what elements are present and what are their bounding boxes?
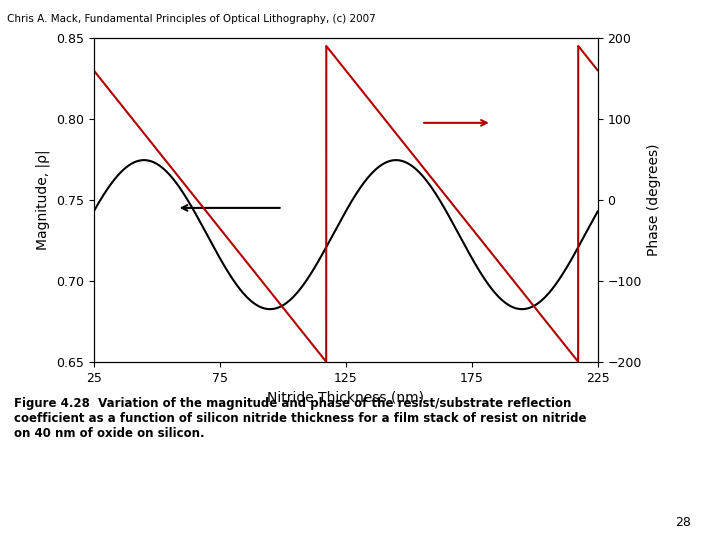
Y-axis label: Magnitude, |ρ|: Magnitude, |ρ| xyxy=(36,150,50,250)
X-axis label: Nitride Thickness (nm): Nitride Thickness (nm) xyxy=(267,390,424,404)
Text: 28: 28 xyxy=(675,516,691,529)
Text: Chris A. Mack, Fundamental Principles of Optical Lithography, (c) 2007: Chris A. Mack, Fundamental Principles of… xyxy=(7,14,376,24)
Text: Figure 4.28  Variation of the magnitude and phase of the resist/substrate reflec: Figure 4.28 Variation of the magnitude a… xyxy=(14,397,587,440)
Y-axis label: Phase (degrees): Phase (degrees) xyxy=(647,144,661,256)
